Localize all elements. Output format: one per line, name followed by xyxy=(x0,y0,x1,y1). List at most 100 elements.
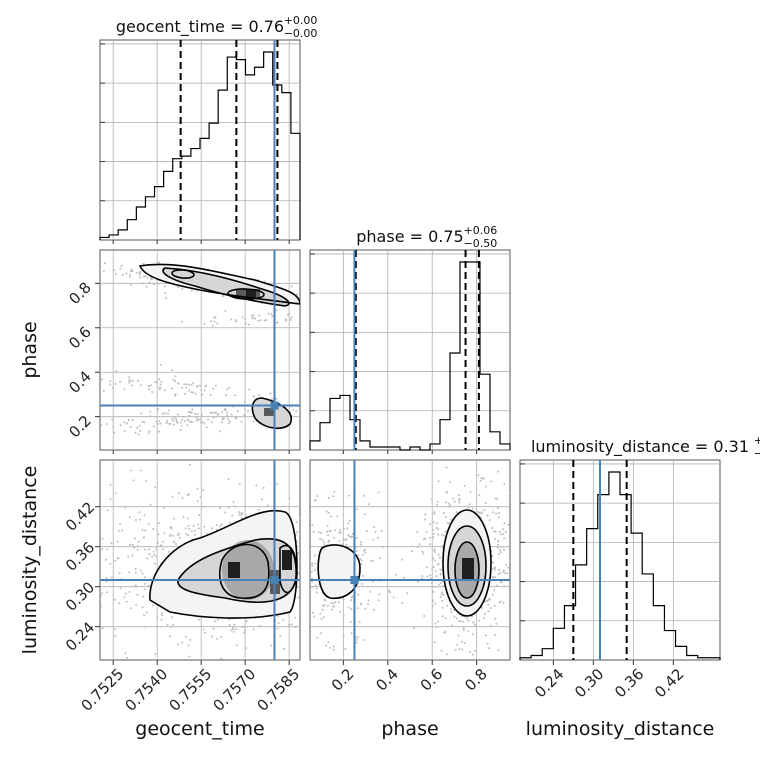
sample-point xyxy=(158,420,161,423)
sample-point xyxy=(186,424,189,427)
sample-point xyxy=(355,549,358,552)
sample-point xyxy=(123,421,126,424)
sample-point xyxy=(432,557,435,560)
sample-point xyxy=(158,261,160,264)
scatter-lower-branch xyxy=(100,363,273,400)
sample-point xyxy=(372,608,375,611)
sample-point xyxy=(433,512,436,515)
sample-point xyxy=(512,622,514,624)
sample-point xyxy=(125,272,128,275)
sample-point xyxy=(112,426,115,428)
x-tick-label: 0.6 xyxy=(417,665,447,695)
sample-point xyxy=(187,525,190,527)
sample-point xyxy=(505,563,508,566)
sample-point xyxy=(436,659,439,660)
sample-point xyxy=(234,319,237,321)
sample-point xyxy=(320,532,322,534)
sample-point xyxy=(311,611,314,614)
sample-point xyxy=(497,573,500,576)
sample-point xyxy=(453,615,456,618)
sample-point xyxy=(299,545,300,548)
sample-point xyxy=(240,517,243,520)
panel-content xyxy=(86,460,300,660)
sample-point xyxy=(438,556,441,559)
sample-point xyxy=(382,546,385,548)
sample-point xyxy=(441,615,444,618)
sample-point xyxy=(304,295,306,297)
sample-point xyxy=(197,527,200,530)
sample-point xyxy=(232,630,235,633)
sample-point xyxy=(205,384,207,387)
sample-point xyxy=(492,511,495,514)
sample-point xyxy=(174,375,177,378)
sample-point xyxy=(196,413,199,416)
sample-point xyxy=(327,497,330,499)
sample-point xyxy=(342,513,345,516)
sample-point xyxy=(503,522,506,525)
sample-point xyxy=(478,619,481,622)
sample-point xyxy=(197,523,200,526)
sample-point xyxy=(500,533,503,536)
sample-point xyxy=(429,574,432,577)
title-upper-error: +0.00 xyxy=(284,14,318,27)
sample-point xyxy=(411,550,414,553)
sample-point xyxy=(288,497,291,500)
sample-point xyxy=(348,519,351,522)
y-tick-label: 0.4 xyxy=(65,367,95,397)
hist-panel-phase: phase = 0.75 +0.06−0.50 xyxy=(309,224,511,451)
sample-point xyxy=(321,538,324,541)
histogram-step xyxy=(309,261,511,451)
sample-point xyxy=(435,575,438,578)
sample-point xyxy=(111,418,114,421)
sample-point xyxy=(175,543,178,546)
sample-point xyxy=(502,569,505,572)
sample-point xyxy=(458,620,461,623)
sample-point xyxy=(458,501,461,504)
sample-point xyxy=(380,530,383,532)
sample-point xyxy=(357,636,360,639)
sample-point xyxy=(432,566,435,568)
sample-point xyxy=(434,622,437,625)
sample-point xyxy=(130,384,133,387)
sample-point xyxy=(303,539,305,541)
sample-point xyxy=(140,469,143,472)
sample-point xyxy=(473,649,476,652)
sample-point xyxy=(291,623,294,626)
sample-point xyxy=(443,534,446,537)
sample-point xyxy=(297,552,300,555)
sample-point xyxy=(332,602,335,605)
sample-point xyxy=(192,382,195,384)
sample-point xyxy=(154,652,157,655)
sample-point xyxy=(153,553,156,556)
sample-point xyxy=(458,647,461,650)
sample-point xyxy=(363,513,366,515)
sample-point xyxy=(47,432,49,434)
sample-point xyxy=(322,616,325,619)
sample-point xyxy=(429,577,432,580)
sample-point xyxy=(148,281,151,284)
sample-point xyxy=(177,382,179,385)
sample-point xyxy=(446,653,448,656)
sample-point xyxy=(359,543,362,546)
sample-point xyxy=(343,527,345,530)
sample-point xyxy=(86,569,88,571)
sample-point xyxy=(401,558,404,561)
sample-point xyxy=(179,428,182,431)
sample-point xyxy=(310,560,311,563)
sample-point xyxy=(228,386,231,389)
sample-point xyxy=(441,599,444,602)
sample-point xyxy=(423,518,426,521)
sample-point xyxy=(180,320,183,323)
sample-point xyxy=(317,531,320,534)
sample-point xyxy=(431,605,434,607)
y-tick-label: 0.42 xyxy=(62,498,98,534)
sample-point xyxy=(310,549,312,552)
sample-point xyxy=(203,389,206,392)
sample-point xyxy=(308,403,310,405)
sample-point xyxy=(139,276,142,279)
sample-point xyxy=(294,626,297,629)
sample-point xyxy=(143,588,146,591)
sample-point xyxy=(477,662,479,664)
sample-point xyxy=(344,539,347,542)
